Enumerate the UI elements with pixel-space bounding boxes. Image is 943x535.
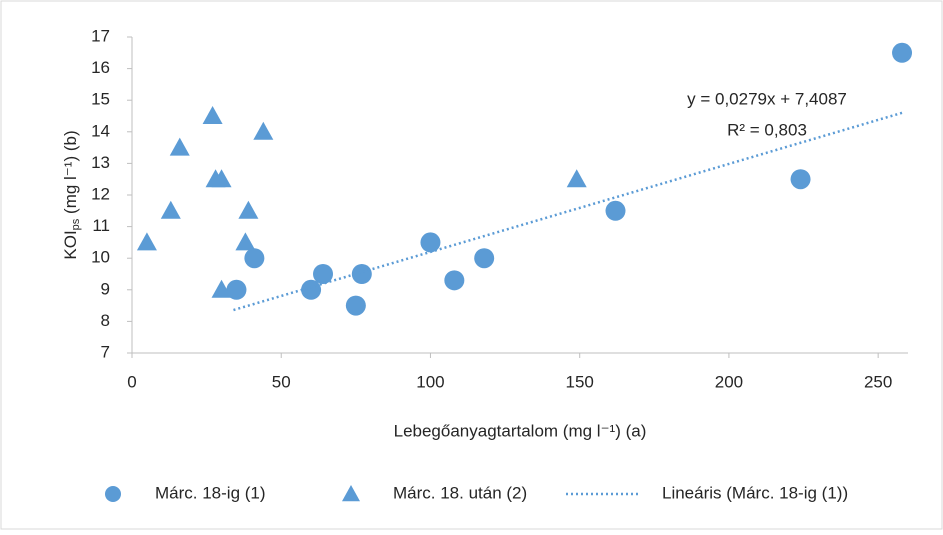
point	[160, 200, 181, 219]
y-tick-label: 9	[101, 279, 110, 298]
y-label-rest: (mg l⁻¹) (b)	[61, 130, 80, 218]
point	[244, 248, 265, 269]
legend-label: Márc. 18-ig (1)	[155, 483, 266, 502]
y-tick-label: 15	[91, 90, 110, 109]
y-tick-label: 11	[92, 216, 110, 235]
trend-r2: R² = 0,803	[727, 120, 807, 139]
y-tick-label: 8	[101, 311, 110, 330]
x-axis-label: Lebegőanyagtartalom (mg l⁻¹) (a)	[394, 421, 647, 440]
y-tick-label: 7	[101, 342, 110, 361]
x-tick-label: 250	[864, 372, 892, 391]
trend-line	[233, 111, 903, 312]
y-tick-label: 12	[91, 184, 110, 203]
point	[211, 169, 232, 188]
point	[474, 248, 495, 269]
point	[226, 279, 247, 300]
y-label-main: KOI	[61, 230, 80, 259]
point	[238, 200, 259, 219]
legend-symbol	[105, 486, 121, 502]
point	[202, 106, 223, 124]
x-tick-label: 50	[272, 372, 291, 391]
point	[420, 232, 441, 253]
point	[301, 279, 322, 300]
legend-label: Lineáris (Márc. 18-ig (1))	[662, 483, 848, 502]
y-tick-label: 13	[91, 153, 110, 172]
point	[313, 264, 334, 284]
point	[345, 295, 366, 316]
point	[169, 137, 190, 156]
point	[211, 279, 232, 298]
legend-label: Márc. 18. után (2)	[393, 483, 527, 502]
x-tick-label: 100	[416, 372, 444, 391]
x-tick-label: 150	[566, 372, 594, 391]
y-tick-label: 10	[91, 248, 110, 267]
point	[566, 169, 587, 188]
point	[790, 169, 811, 190]
y-axis-label: KOIps (mg l⁻¹) (b)	[61, 130, 81, 259]
y-tick-label: 17	[91, 26, 110, 45]
point	[253, 121, 274, 140]
y-tick-label: 16	[91, 58, 110, 77]
point	[235, 232, 256, 251]
y-label-sub: ps	[70, 218, 82, 230]
legend-symbol	[342, 485, 360, 502]
point	[444, 270, 465, 291]
point	[605, 200, 626, 221]
point	[136, 232, 157, 251]
y-tick-label: 14	[91, 121, 110, 140]
x-tick-label: 200	[715, 372, 743, 391]
x-tick-label: 0	[127, 372, 136, 391]
point	[351, 264, 372, 284]
trend-equation: y = 0,0279x + 7,4087	[687, 89, 847, 108]
point	[892, 42, 913, 63]
